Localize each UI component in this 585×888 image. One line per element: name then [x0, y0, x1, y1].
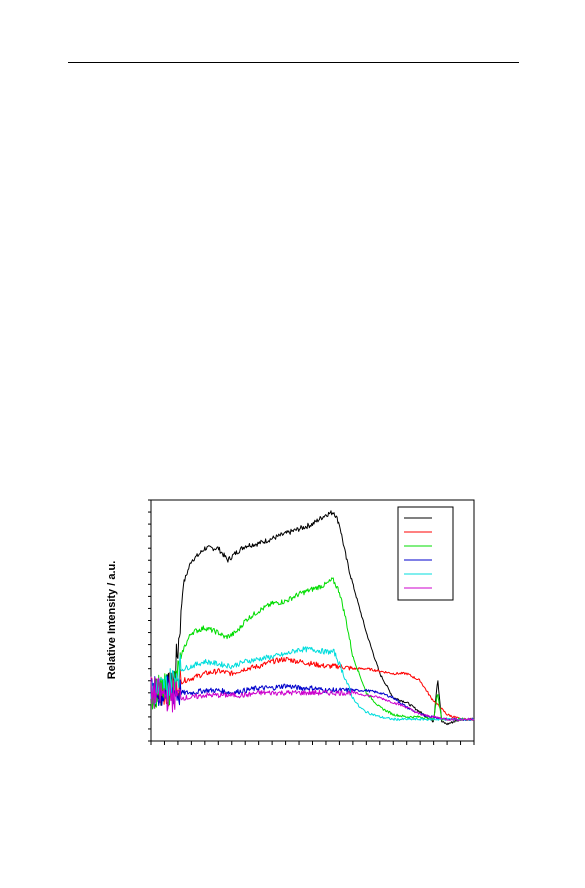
series-line-6 [150, 676, 475, 721]
header-rule [68, 62, 519, 63]
legend [397, 506, 454, 601]
series-line-2 [150, 656, 475, 721]
series-line-3 [150, 577, 475, 721]
series-line-1 [150, 510, 475, 726]
series-line-4 [150, 674, 475, 721]
series-line-5 [150, 646, 475, 721]
y-axis-label: Relative Intensity / a.u. [106, 561, 118, 680]
axis-ticks [148, 499, 475, 745]
legend-box [397, 506, 454, 601]
series-group [150, 510, 475, 726]
